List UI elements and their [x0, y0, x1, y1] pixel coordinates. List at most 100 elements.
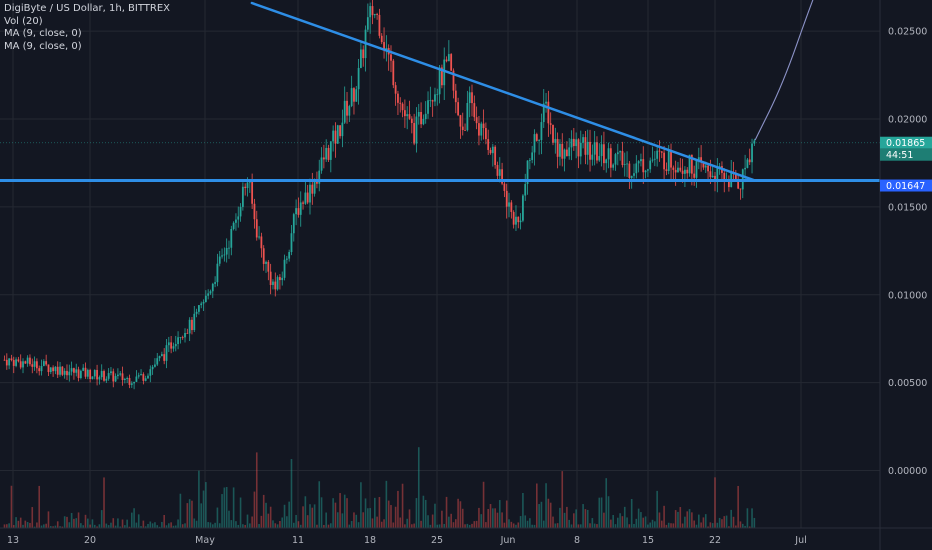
volume-bar: [56, 521, 59, 528]
candle-body: [334, 130, 337, 144]
candle-body: [589, 141, 591, 160]
candle-body: [496, 165, 499, 176]
volume-bar: [205, 482, 207, 528]
candle-body: [427, 100, 429, 114]
volume-bar: [591, 518, 594, 528]
candle-body: [424, 113, 427, 120]
volume-bar: [283, 504, 286, 528]
candle-body: [130, 383, 133, 385]
volume-bar: [265, 502, 267, 528]
candle-body: [441, 67, 443, 86]
candle-body: [438, 67, 441, 95]
x-tick-label: 13: [7, 535, 19, 546]
candle-body: [103, 371, 105, 381]
volume-bar: [137, 514, 140, 528]
volume-bar: [230, 520, 233, 528]
candle-body: [49, 367, 52, 373]
x-tick-label: Jun: [500, 535, 516, 546]
volume-bar: [63, 516, 66, 528]
candle-body: [237, 216, 240, 220]
volume-bar: [556, 523, 559, 528]
volume-bar: [195, 520, 198, 528]
volume-bar: [399, 517, 402, 528]
volume-bar: [228, 510, 230, 528]
volume-bar: [494, 508, 496, 528]
volume-bar: [383, 519, 385, 528]
volume-bar: [603, 512, 605, 528]
candle-body: [383, 42, 385, 50]
candle-body: [609, 148, 612, 168]
candle-body: [147, 375, 149, 379]
candle-body: [251, 181, 254, 204]
support-price-tag-bg: [880, 179, 932, 192]
candle-body: [413, 123, 416, 144]
volume-bar: [656, 490, 658, 528]
volume-bar: [47, 511, 50, 528]
volume-bar: [168, 523, 170, 528]
volume-bar: [103, 477, 105, 528]
volume-bar: [100, 510, 103, 528]
volume-bar: [531, 524, 533, 528]
volume-bar: [297, 521, 300, 528]
volume-bar: [290, 459, 293, 528]
x-tick-label: Jul: [794, 535, 806, 546]
candle-body: [292, 214, 295, 234]
volume-bar: [209, 522, 212, 528]
volume-bar: [654, 521, 656, 528]
volume-bar: [508, 519, 510, 528]
candle-body: [410, 118, 413, 124]
volume-bar: [404, 524, 406, 528]
indicator-volume[interactable]: Vol (20): [4, 15, 43, 27]
candle-body: [621, 151, 624, 166]
candle-body: [429, 100, 432, 102]
volume-bar: [637, 508, 640, 528]
candle-body: [68, 371, 71, 376]
volume-bar: [401, 483, 404, 528]
volume-bar: [605, 478, 608, 528]
candle-body: [149, 369, 152, 376]
volume-bar: [573, 513, 575, 528]
candle-body: [660, 151, 663, 153]
volume-bar: [716, 522, 719, 528]
volume-bar: [420, 520, 422, 528]
candle-body: [311, 184, 314, 194]
indicator-ma-2[interactable]: MA (9, close, 0): [4, 40, 82, 52]
volume-bar: [614, 524, 617, 528]
volume-bar: [533, 524, 536, 528]
candle-body: [484, 128, 487, 140]
candle-body: [619, 151, 622, 153]
volume-bar: [135, 522, 138, 528]
candle-body: [489, 149, 492, 154]
volume-bar: [225, 487, 228, 528]
volume-bar: [306, 515, 309, 528]
candle-body: [369, 6, 372, 18]
volume-bar: [249, 523, 251, 528]
candle-body: [341, 122, 344, 137]
candle-body: [343, 100, 346, 123]
volume-bar: [362, 512, 365, 528]
indicator-ma-1[interactable]: MA (9, close, 0): [4, 28, 82, 39]
y-tick-label: 0.00000: [888, 466, 927, 477]
candle-body: [200, 303, 203, 306]
candle-body: [677, 167, 679, 173]
candle-body: [12, 360, 15, 366]
volume-bar: [693, 520, 695, 528]
candle-body: [260, 236, 263, 249]
candle-body: [241, 186, 244, 207]
volume-bar: [15, 517, 17, 528]
volume-bar: [406, 518, 408, 528]
volume-bar: [438, 524, 441, 528]
y-tick-label: 0.02000: [888, 115, 927, 126]
volume-bar: [117, 518, 119, 528]
volume-bar: [408, 509, 411, 528]
volume-bar: [575, 509, 577, 528]
candle-body: [299, 202, 302, 215]
volume-bar: [304, 496, 307, 528]
candle-body: [644, 170, 647, 173]
volume-bar: [24, 520, 27, 528]
candle-body: [586, 141, 589, 155]
volume-bar: [232, 487, 235, 528]
volume-bar: [302, 506, 304, 528]
candle-body: [658, 150, 661, 152]
